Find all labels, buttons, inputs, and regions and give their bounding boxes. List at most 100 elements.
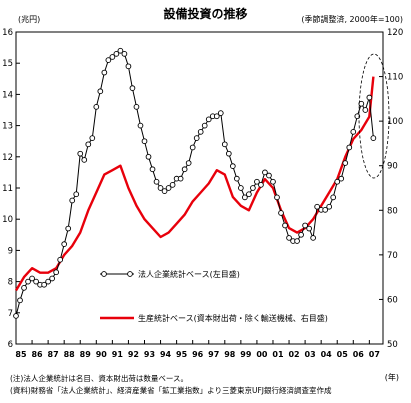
x-tick-label: 93 [144,350,155,359]
right-tick-label: 50 [387,340,398,350]
left-tick-label: 13 [2,122,13,132]
legend-marker-corporate [127,271,133,277]
data-point-corporate [358,100,365,107]
data-point-corporate [189,144,196,151]
x-tick-label: 04 [321,350,333,359]
series-line-production [14,76,375,292]
data-point-corporate [201,122,208,129]
data-point-corporate [125,63,132,70]
data-point-corporate [141,138,148,145]
data-point-corporate [113,50,120,57]
data-point-corporate [238,185,244,191]
data-point-corporate [33,278,39,285]
data-point-corporate [101,69,108,76]
data-point-corporate [129,85,136,92]
data-point-corporate [169,182,176,188]
right-tick-label: 110 [387,73,403,83]
data-point-corporate [121,50,128,57]
data-point-corporate [298,231,304,238]
data-point-corporate [250,185,256,191]
x-tick-label: 07 [369,350,380,359]
x-tick-label: 99 [240,350,252,359]
note-line: (注)法人企業統計は名目、資本財出荷は数量ベース。 [10,374,188,383]
data-point-corporate [229,163,236,170]
left-tick-label: 16 [2,28,13,38]
x-tick-label: 97 [208,350,219,359]
data-point-corporate [57,256,64,263]
plot-frame [15,31,384,345]
data-point-corporate [161,188,168,194]
data-point-corporate [45,278,51,285]
data-point-corporate [282,222,288,229]
data-point-corporate [69,197,76,204]
x-tick-label: 01 [272,350,284,359]
left-tick-label: 15 [2,59,13,69]
data-point-corporate [274,194,280,201]
data-point-corporate [41,281,47,288]
x-tick-label: 89 [80,350,92,359]
data-point-corporate [85,141,92,148]
legend-label-corporate: 法人企業統計ベース(左目盛) [138,269,240,279]
data-point-corporate [266,172,272,179]
data-point-corporate [330,194,337,201]
x-tick-label: 90 [96,350,108,359]
left-tick-label: 14 [2,90,13,100]
data-point-corporate [221,141,228,148]
x-tick-label: 02 [288,350,299,359]
x-tick-label: 87 [48,350,59,359]
data-point-corporate [93,104,100,110]
right-tick-label: 70 [387,251,398,261]
x-tick-label: 94 [160,350,172,359]
data-point-corporate [350,128,357,135]
data-point-corporate [342,160,349,166]
data-point-corporate [185,160,192,166]
data-point-corporate [217,110,224,116]
x-axis-unit: (年) [384,373,399,382]
data-point-corporate [181,166,188,173]
right-tick-label: 80 [387,206,398,216]
data-point-corporate [165,185,172,191]
x-tick-label: 91 [112,350,124,359]
data-point-corporate [61,241,68,248]
data-point-corporate [270,178,276,185]
right-tick-label: 100 [387,117,403,127]
data-point-corporate [338,175,345,182]
x-tick-label: 85 [15,350,27,359]
data-point-corporate [366,94,373,101]
data-point-corporate [117,47,124,54]
right-tick-label: 60 [387,295,398,305]
data-point-corporate [157,185,164,191]
left-tick-label: 7 [8,309,13,319]
data-point-corporate [77,150,84,157]
data-point-corporate [314,203,320,210]
data-point-corporate [89,135,96,141]
data-point-corporate [109,54,116,60]
left-tick-label: 6 [8,340,13,350]
data-point-corporate [73,191,80,198]
notes: (注)法人企業統計は名目、資本財出荷は数量ベース。 (資料)財務省「法人企業統計… [10,373,331,397]
data-point-corporate [310,235,316,241]
legend-label-production: 生産統計ベース(資本財出荷・除く輸送機械、右目盛) [138,313,328,323]
data-point-corporate [278,210,284,216]
data-point-corporate [13,313,19,319]
data-point-corporate [105,57,112,63]
data-point-corporate [25,278,31,285]
chart-title: 設備投資の推移 [163,7,248,21]
left-tick-label: 11 [2,184,13,194]
data-point-corporate [153,178,160,185]
left-tick-label: 12 [2,153,13,163]
data-point-corporate [302,222,308,229]
data-point-corporate [137,122,144,129]
data-point-corporate [346,144,353,151]
data-point-corporate [49,275,55,282]
highlight-ellipse [358,53,390,179]
data-point-corporate [197,128,204,135]
source-line: (資料)財務省「法人企業統計」、経済産業省「鉱工業指数」より三菱東京UFJ銀行経… [10,386,332,395]
data-point-corporate [254,178,260,185]
data-point-corporate [17,297,23,304]
data-point-corporate [362,107,369,113]
data-point-corporate [233,175,240,182]
data-point-corporate [225,150,232,157]
